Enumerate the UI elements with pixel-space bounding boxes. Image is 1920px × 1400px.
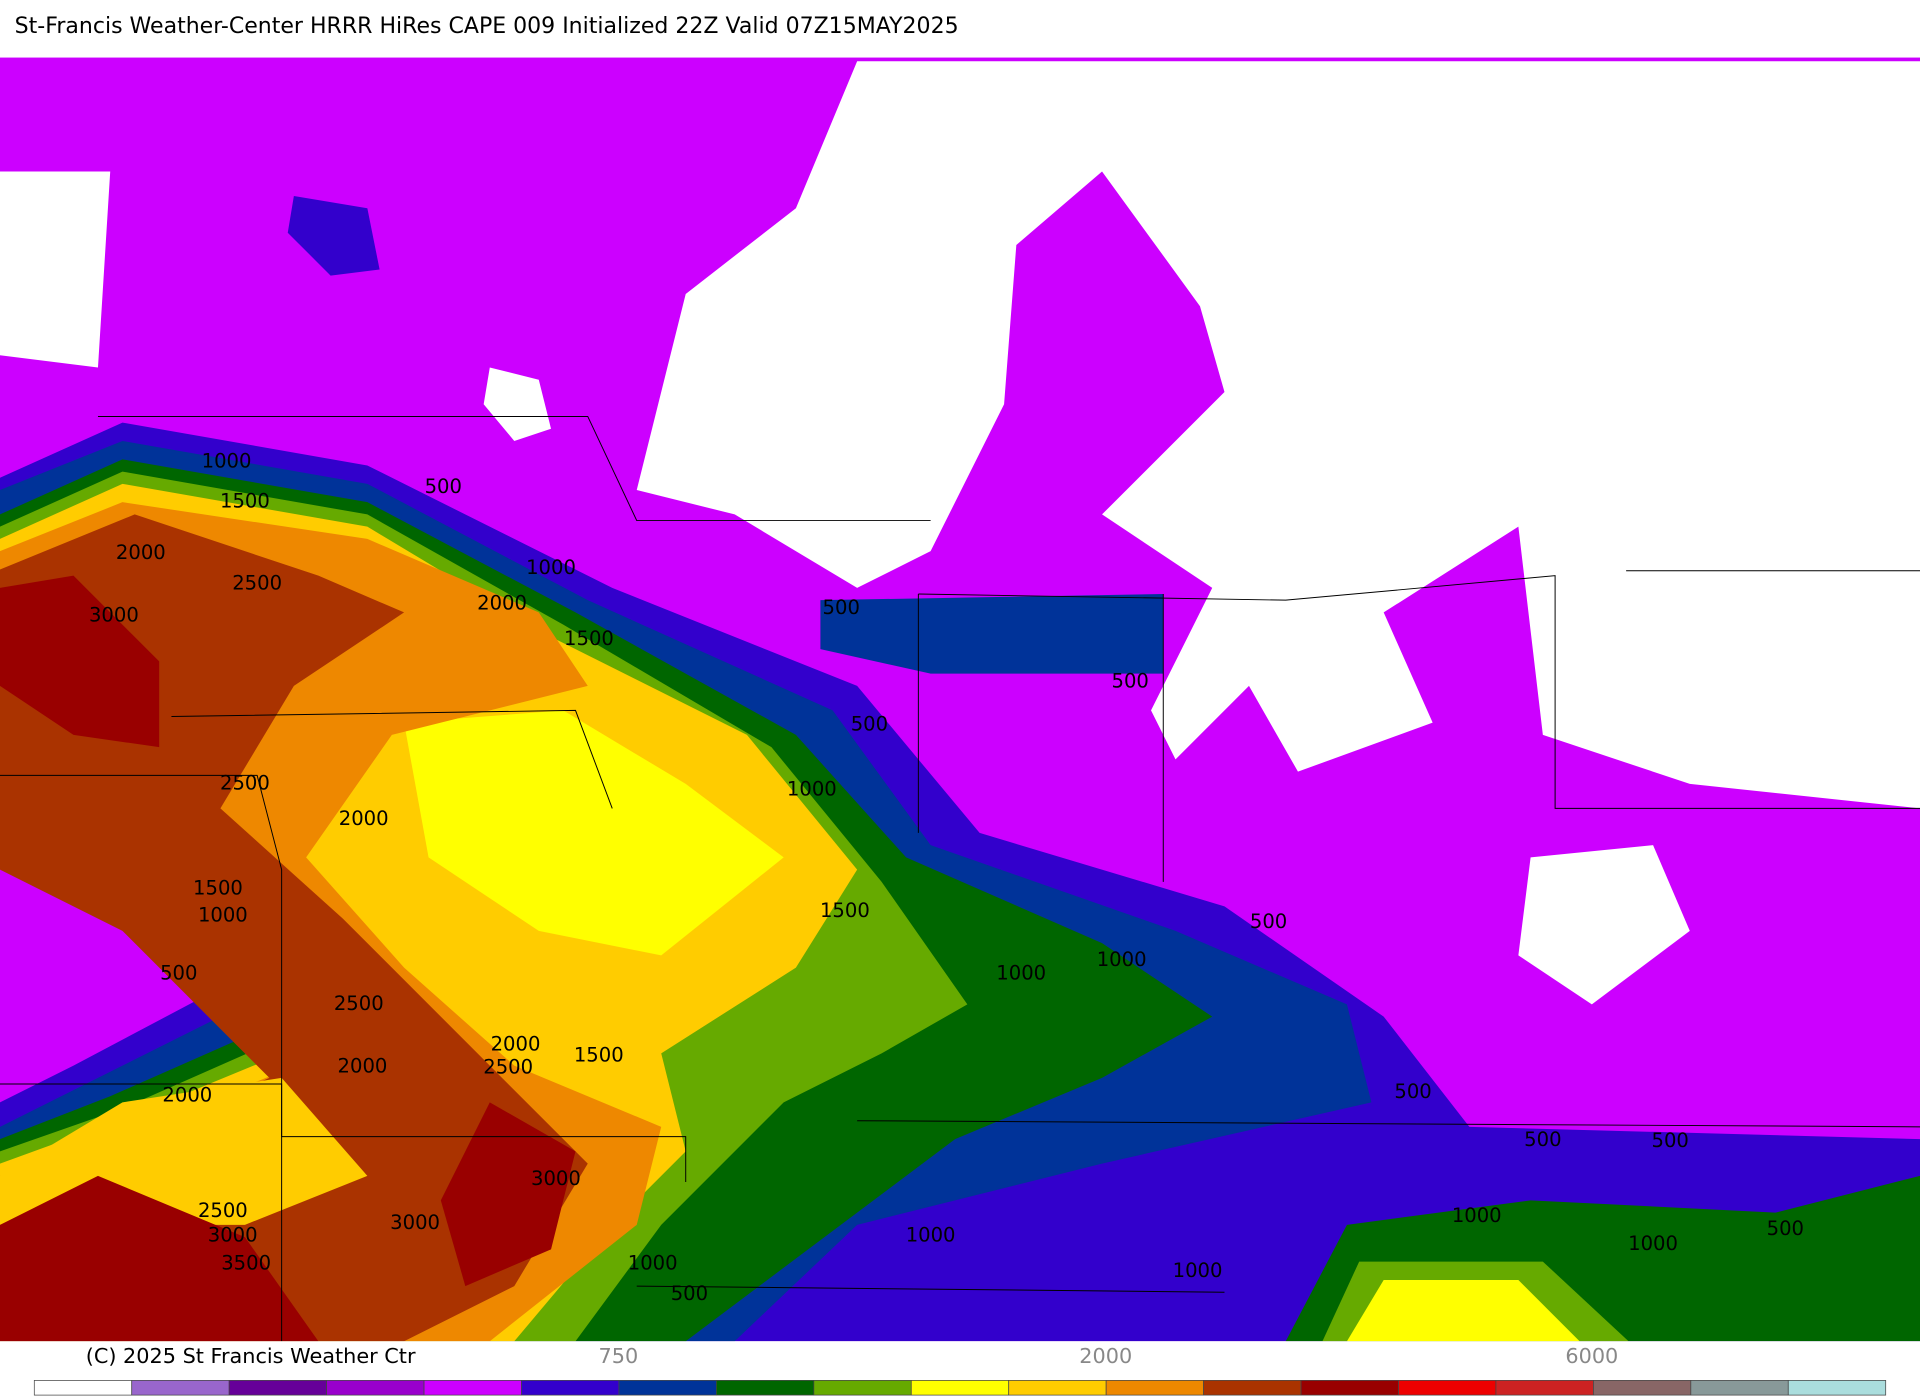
colorbar-swatch <box>1008 1380 1107 1396</box>
contour-label: 1500 <box>564 627 614 650</box>
contour-label: 3500 <box>221 1252 271 1275</box>
contour-label: 1000 <box>628 1252 678 1275</box>
contour-label: 1500 <box>193 877 243 900</box>
contour-label: 1500 <box>820 899 870 922</box>
contour-label: 3000 <box>531 1167 581 1190</box>
contour-label: 1000 <box>1452 1204 1502 1227</box>
colorbar-swatch <box>1105 1380 1204 1396</box>
contour-labels: 1000150050020002500100030002000150050050… <box>89 449 1804 1305</box>
colorbar-swatch <box>1300 1380 1399 1396</box>
contour-label: 1000 <box>202 449 252 472</box>
contour-label: 1000 <box>1173 1259 1223 1282</box>
title: St-Francis Weather-Center HRRR HiRes CAP… <box>15 14 959 39</box>
contour-label: 2500 <box>483 1056 533 1079</box>
colorbar-swatch <box>1398 1380 1497 1396</box>
colorbar-label: 2000 <box>1079 1344 1132 1368</box>
colorbar-label: 6000 <box>1565 1344 1618 1368</box>
contour-label: 2500 <box>334 992 384 1015</box>
contour-label: 1000 <box>1628 1232 1678 1255</box>
colorbar-swatch <box>1690 1380 1789 1396</box>
contour-label: 3000 <box>208 1223 258 1246</box>
contour-label: 500 <box>160 961 197 984</box>
colorbar-swatch <box>33 1380 133 1396</box>
contour-label: 1000 <box>526 556 576 579</box>
colorbar-swatch <box>131 1380 230 1396</box>
contour-label: 1500 <box>220 490 270 513</box>
colorbar-swatch <box>423 1380 522 1396</box>
contour-label: 3000 <box>89 604 139 627</box>
contour-label: 1000 <box>906 1223 956 1246</box>
contour-label: 500 <box>1250 910 1287 933</box>
contour-label: 500 <box>671 1282 708 1305</box>
colorbar: 750 2000 6000 <box>33 1344 1887 1396</box>
contour-label: 2000 <box>339 807 389 830</box>
copyright: (C) 2025 St Francis Weather Ctr <box>86 1344 416 1368</box>
contour-label: 1000 <box>787 778 837 801</box>
colorbar-swatch <box>1593 1380 1692 1396</box>
colorbar-label: 750 <box>599 1344 639 1368</box>
contour-label: 500 <box>1767 1217 1804 1240</box>
contour-label: 1000 <box>1097 948 1147 971</box>
colorbar-swatch <box>1787 1380 1887 1396</box>
contour-label: 3000 <box>390 1211 440 1234</box>
contour-label: 500 <box>1112 670 1149 693</box>
contour-label: 500 <box>1524 1128 1561 1151</box>
contour-label: 2000 <box>338 1054 388 1077</box>
colorbar-swatch <box>910 1380 1010 1396</box>
colorbar-swatch <box>1203 1380 1302 1396</box>
contour-label: 2500 <box>198 1199 248 1222</box>
colorbar-swatch <box>228 1380 327 1396</box>
colorbar-swatch <box>1495 1380 1594 1396</box>
colorbar-swatch <box>326 1380 425 1396</box>
contour-label: 2000 <box>491 1032 541 1055</box>
colorbar-swatch <box>521 1380 620 1396</box>
contour-label: 1000 <box>996 961 1046 984</box>
colorbar-swatch <box>618 1380 717 1396</box>
colorbar-swatch <box>716 1380 815 1396</box>
contour-label: 500 <box>1652 1129 1689 1152</box>
contour-label: 500 <box>425 475 462 498</box>
contour-label: 2500 <box>232 572 282 595</box>
contour-label: 1500 <box>574 1043 624 1066</box>
colorbar-swatch <box>813 1380 912 1396</box>
contour-label: 2000 <box>116 541 166 564</box>
contour-label: 500 <box>1394 1080 1431 1103</box>
contour-label: 1000 <box>198 904 248 927</box>
contour-label: 2000 <box>477 591 527 614</box>
contour-label: 500 <box>823 596 860 619</box>
contour-label: 2500 <box>220 771 270 794</box>
contour-label: 2000 <box>162 1084 212 1107</box>
map-field <box>0 57 1920 1342</box>
contour-label: 500 <box>851 713 888 736</box>
